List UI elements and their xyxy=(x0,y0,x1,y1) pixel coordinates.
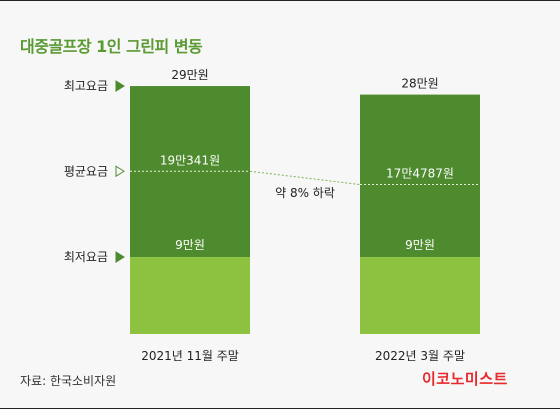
brand-logo: 이코노미스트 xyxy=(422,370,508,388)
bar-upper-2 xyxy=(360,94,480,258)
chart-title: 대중골프장 1인 그린피 변동 xyxy=(20,37,203,56)
category-label-1: 2021년 11월 주말 xyxy=(141,349,239,363)
series-arrow-icon-avg xyxy=(115,165,125,178)
decline-annotation: 약 8% 하락 xyxy=(275,185,335,200)
series-label-avg: 평균요금 xyxy=(64,164,108,178)
max-value-label-1: 29만원 xyxy=(171,68,208,82)
bar-lower-1 xyxy=(130,257,250,334)
min-value-label-1: 9만원 xyxy=(175,238,205,252)
avg-value-label-2: 17만4787원 xyxy=(386,167,454,181)
min-value-label-2: 9만원 xyxy=(405,238,435,252)
bar-lower-2 xyxy=(360,257,480,334)
max-value-label-2: 28만원 xyxy=(401,77,438,91)
avg-trend-line xyxy=(249,170,361,186)
category-label-2: 2022년 3월 주말 xyxy=(375,349,465,363)
series-label-min: 최저요금 xyxy=(64,250,108,264)
series-arrow-icon-max xyxy=(115,80,125,92)
avg-value-label-1: 19만341원 xyxy=(160,153,220,167)
source-note: 자료: 한국소비자원 xyxy=(20,374,117,388)
series-arrow-icon-min xyxy=(115,251,125,263)
series-label-max: 최고요금 xyxy=(64,79,108,93)
